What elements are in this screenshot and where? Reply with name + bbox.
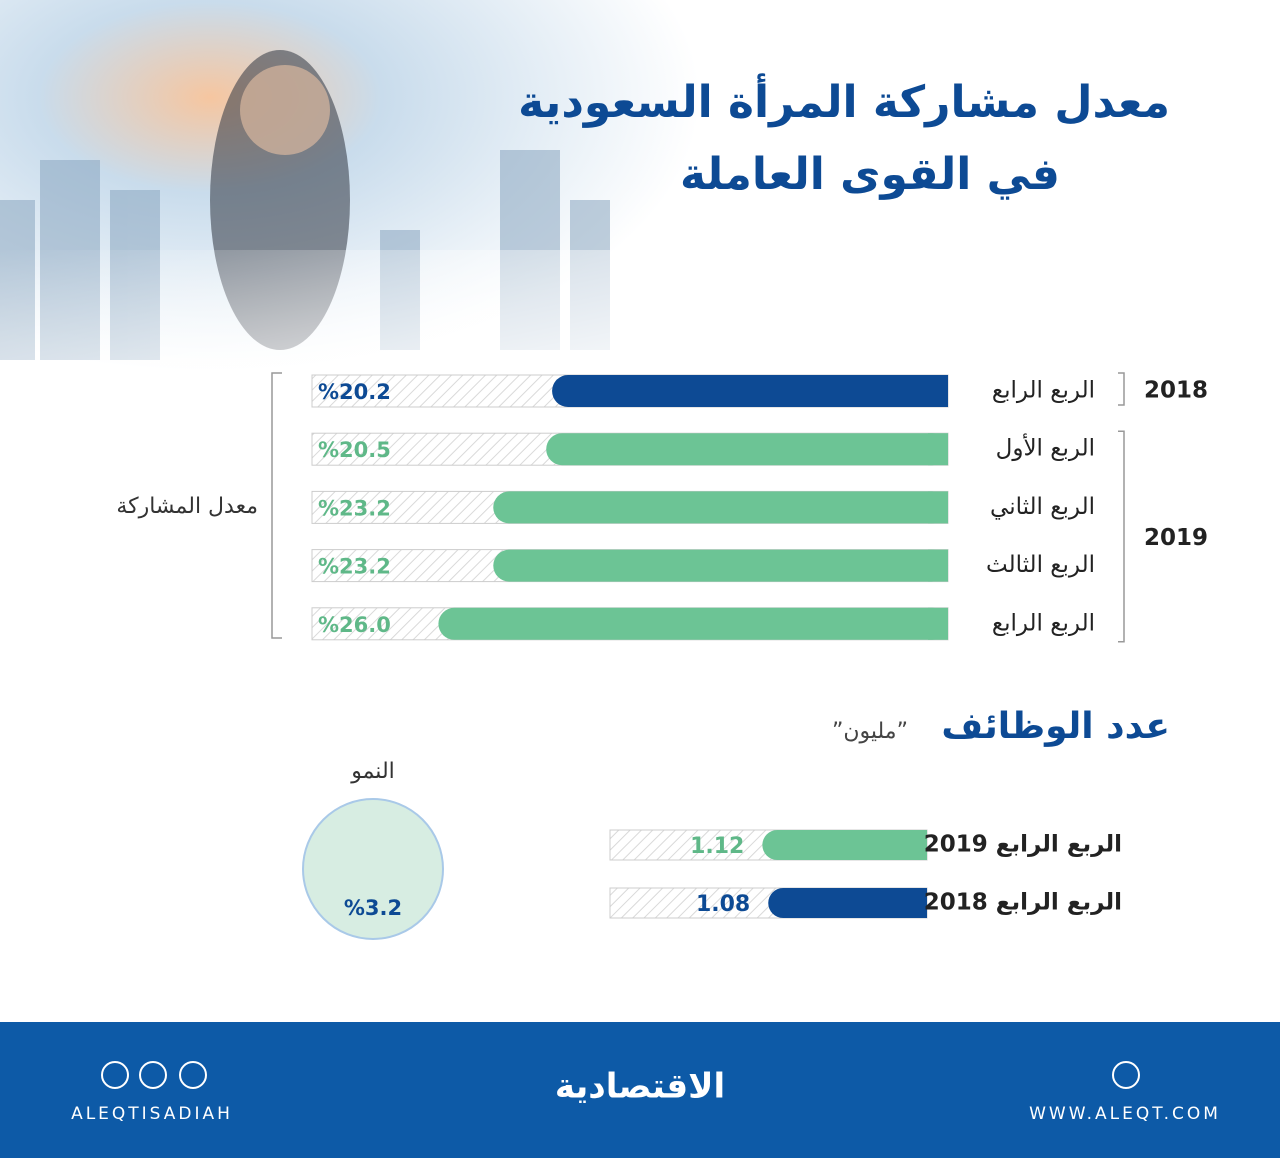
bar-end bbox=[907, 830, 927, 860]
value-label: %20.5 bbox=[318, 438, 391, 462]
category-label: الربع الأول bbox=[996, 434, 1095, 462]
group-label: 2018 bbox=[1144, 378, 1208, 404]
bar-end bbox=[928, 433, 948, 466]
bar bbox=[552, 375, 948, 407]
bar-end bbox=[928, 375, 948, 407]
group-bracket bbox=[1118, 372, 1125, 406]
chart-title: عدد الوظائف bbox=[941, 706, 1170, 747]
social-icon bbox=[101, 1061, 129, 1089]
bar bbox=[438, 607, 948, 640]
social-icon bbox=[179, 1061, 207, 1089]
value-label: 1.08 bbox=[696, 892, 750, 917]
brand-logo: الاقتصادية bbox=[555, 1067, 725, 1107]
social-icon bbox=[139, 1061, 167, 1089]
chart-title: معدل مشاركة المرأة السعودية bbox=[518, 73, 1170, 128]
bar-end bbox=[928, 491, 948, 524]
chart-title: في القوى العاملة bbox=[680, 149, 1060, 200]
bar bbox=[762, 830, 927, 860]
growth-circle bbox=[302, 798, 444, 940]
value-label: %23.2 bbox=[318, 555, 391, 579]
chart-subtitle: ”مليون” bbox=[832, 719, 908, 744]
value-label: %20.2 bbox=[318, 380, 391, 404]
bar-end bbox=[928, 607, 948, 640]
value-label: %26.0 bbox=[318, 613, 391, 637]
chart-bracket bbox=[271, 372, 282, 639]
value-label: 1.12 bbox=[690, 834, 744, 859]
value-label: %23.2 bbox=[318, 496, 391, 520]
bar-end bbox=[907, 888, 927, 918]
growth-value: %3.2 bbox=[344, 896, 402, 920]
growth-label: النمو bbox=[350, 759, 395, 784]
group-label: 2019 bbox=[1144, 525, 1208, 551]
category-label: الربع الرابع 2018 bbox=[924, 890, 1122, 916]
website: WWW.ALEQT.COM bbox=[1029, 1104, 1221, 1124]
social-handle: ALEQTISADIAH bbox=[71, 1104, 233, 1124]
bar bbox=[546, 433, 948, 466]
category-label: الربع الثالث bbox=[986, 552, 1095, 578]
group-bracket bbox=[1118, 430, 1125, 643]
bar bbox=[493, 549, 948, 582]
category-label: الربع الرابع bbox=[992, 378, 1095, 404]
category-label: الربع الرابع bbox=[992, 610, 1095, 636]
fade bbox=[0, 250, 700, 390]
category-label: الربع الرابع 2019 bbox=[924, 832, 1122, 858]
category-label: الربع الثاني bbox=[990, 494, 1095, 520]
bar-end bbox=[928, 549, 948, 582]
bar bbox=[768, 888, 927, 918]
footer-bar bbox=[0, 1022, 1280, 1158]
web-icon bbox=[1112, 1061, 1140, 1089]
bar bbox=[493, 491, 948, 524]
y-axis-label: معدل المشاركة bbox=[116, 494, 258, 519]
woman-head bbox=[240, 65, 330, 155]
